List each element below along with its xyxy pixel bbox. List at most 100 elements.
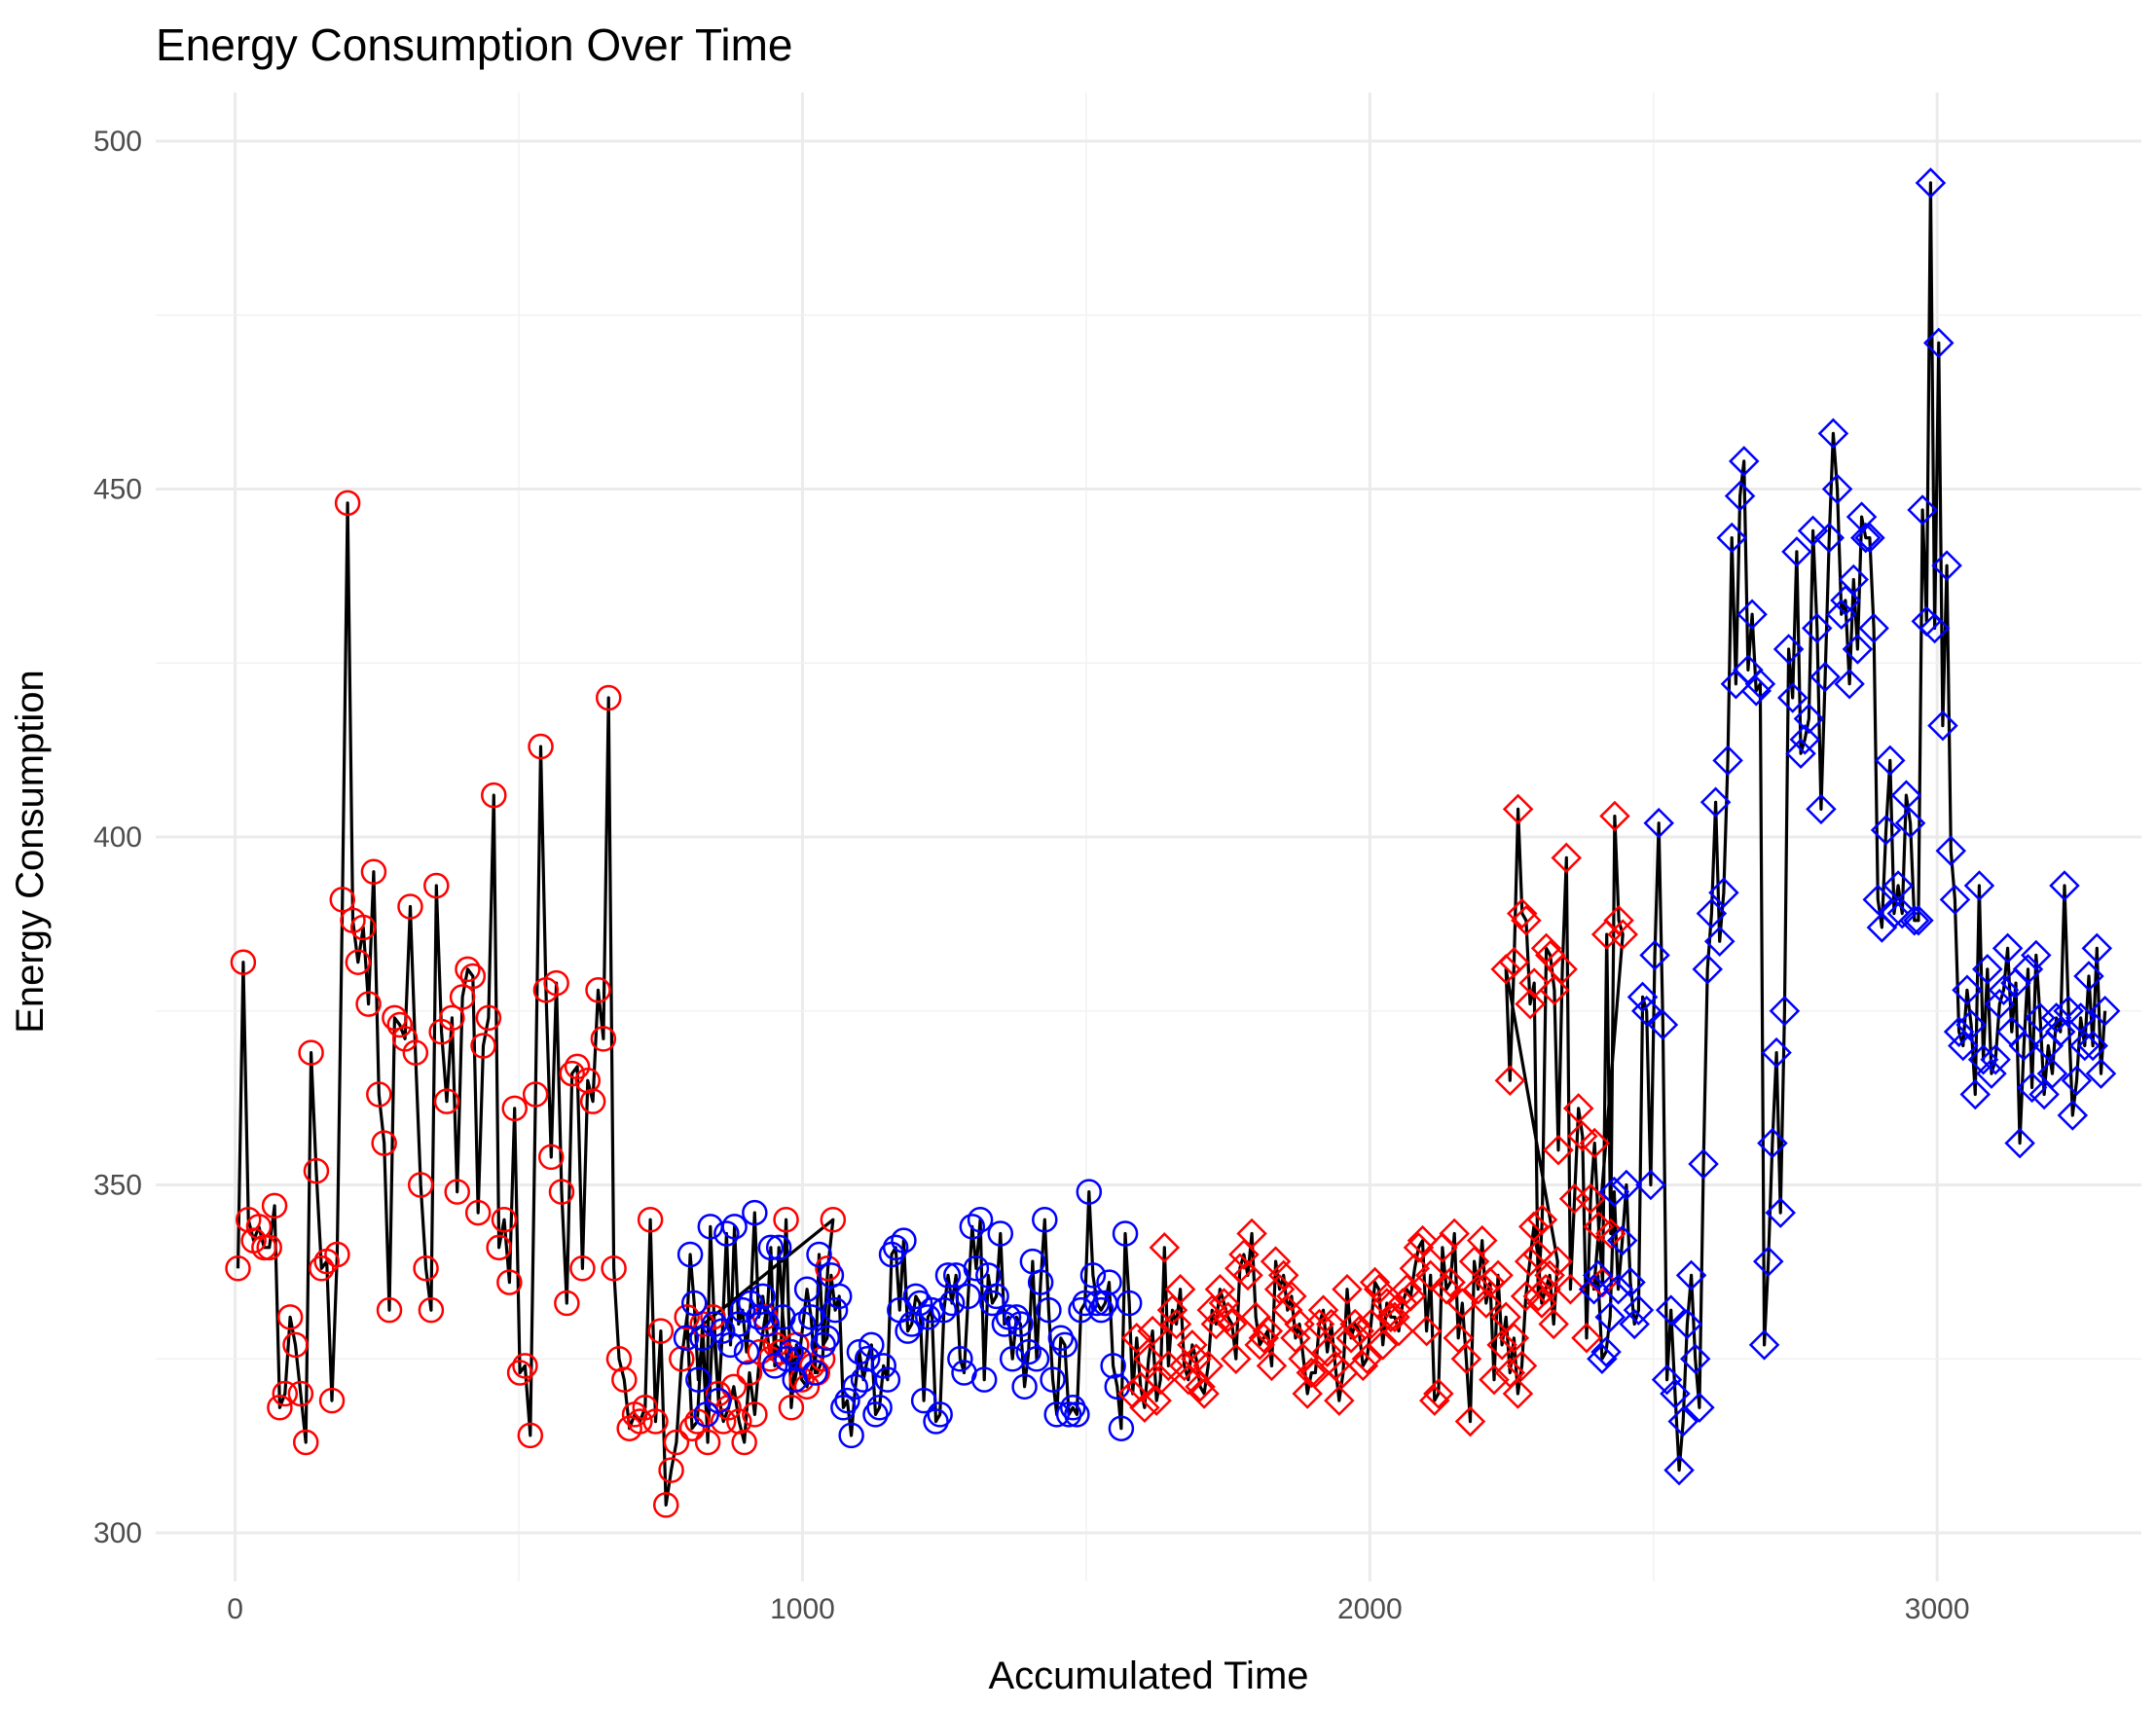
data-point (1399, 1253, 1431, 1285)
data-point (1517, 1211, 1550, 1243)
data-point (1152, 1350, 1185, 1382)
data-point (2045, 1016, 2076, 1047)
data-point (1311, 1336, 1343, 1367)
data-point (773, 1206, 799, 1233)
data-point (642, 1408, 669, 1435)
data-point (854, 1345, 881, 1372)
data-point (1522, 1239, 1553, 1270)
data-point (1972, 954, 2003, 985)
data-point (1587, 1266, 1619, 1298)
data-point (1137, 1315, 1168, 1347)
data-point (256, 1234, 282, 1261)
data-point (680, 1290, 708, 1317)
data-point (491, 1206, 518, 1233)
data-point (1757, 1127, 1788, 1159)
data-point (1927, 709, 1958, 742)
y-axis-tick-labels: 300 350 400 450 500 (93, 126, 142, 1549)
data-point (1059, 1395, 1086, 1421)
data-point (802, 1360, 828, 1386)
data-point (1874, 745, 1906, 777)
data-point (1200, 1308, 1232, 1340)
data-point (1244, 1329, 1276, 1361)
data-point (590, 1026, 617, 1052)
data-point (1854, 522, 1885, 554)
data-point (806, 1241, 832, 1268)
data-point (1603, 905, 1634, 936)
data-point (1462, 1273, 1494, 1305)
data-point (1471, 1288, 1502, 1319)
data-point (862, 1401, 889, 1428)
data-point (1817, 418, 1849, 450)
data-point (923, 1408, 949, 1435)
data-point (1156, 1294, 1188, 1326)
y-tick-label: 450 (93, 474, 142, 506)
data-point (1988, 974, 2020, 1006)
data-point (1992, 932, 2024, 964)
x-tick-label: 2000 (1337, 1593, 1403, 1625)
data-point (1498, 946, 1530, 978)
data-point (371, 1130, 397, 1156)
data-point (2085, 1058, 2117, 1089)
x-tick-label: 1000 (770, 1593, 835, 1625)
data-point (820, 1206, 847, 1233)
data-point (1339, 1308, 1370, 1340)
data-point (1663, 1454, 1695, 1486)
data-point (1347, 1350, 1379, 1382)
data-point (1890, 780, 1922, 811)
data-point (979, 1290, 1005, 1317)
x-axis-title: Accumulated Time (988, 1654, 1308, 1697)
data-point (1542, 1246, 1574, 1277)
data-point (1963, 870, 1995, 901)
data-point (1486, 1329, 1517, 1361)
data-point (931, 1296, 958, 1324)
data-point (2073, 961, 2104, 992)
data-point (761, 1353, 788, 1379)
data-point (1671, 1308, 1703, 1340)
data-point (538, 1144, 565, 1171)
data-point (1036, 1296, 1062, 1324)
x-tick-label: 0 (227, 1593, 243, 1625)
data-point (1120, 1322, 1152, 1354)
data-point (486, 1234, 512, 1261)
data-point (1752, 1246, 1784, 1277)
data-point (1579, 1127, 1611, 1159)
data-point (1232, 1259, 1263, 1291)
data-point (810, 1331, 836, 1359)
data-point (1830, 585, 1861, 616)
data-point (778, 1338, 804, 1365)
data-point (292, 1429, 319, 1456)
data-point (261, 1192, 288, 1219)
data-point (830, 1395, 857, 1421)
data-point (585, 977, 611, 1003)
data-point (1538, 1308, 1569, 1340)
data-point (765, 1234, 792, 1261)
data-point (627, 1408, 653, 1435)
data-point (1276, 1281, 1307, 1312)
data-point (318, 1387, 346, 1414)
data-point (1141, 1385, 1172, 1416)
data-point (906, 1290, 933, 1317)
data-point (1115, 1290, 1143, 1317)
data-point (1606, 1224, 1638, 1256)
data-point (1446, 1288, 1479, 1319)
data-point (1482, 1259, 1514, 1291)
data-point (1842, 634, 1874, 665)
data-point (1043, 1401, 1070, 1428)
data-point (1164, 1273, 1196, 1305)
data-point (1216, 1308, 1248, 1340)
data-point (1023, 1345, 1050, 1372)
energy-line (236, 181, 2107, 1507)
data-point (1475, 1266, 1506, 1298)
data-point (1083, 1290, 1111, 1317)
data-point (1845, 501, 1878, 532)
data-point (1943, 1016, 1975, 1047)
data-point (2012, 954, 2044, 985)
data-point (1015, 1338, 1041, 1365)
data-point (1149, 1232, 1181, 1263)
data-point (1192, 1350, 1224, 1382)
data-point (1939, 884, 1971, 916)
data-point (366, 1081, 392, 1108)
data-point (1296, 1357, 1328, 1389)
data-point (1064, 1401, 1090, 1428)
data-point (1395, 1281, 1427, 1312)
